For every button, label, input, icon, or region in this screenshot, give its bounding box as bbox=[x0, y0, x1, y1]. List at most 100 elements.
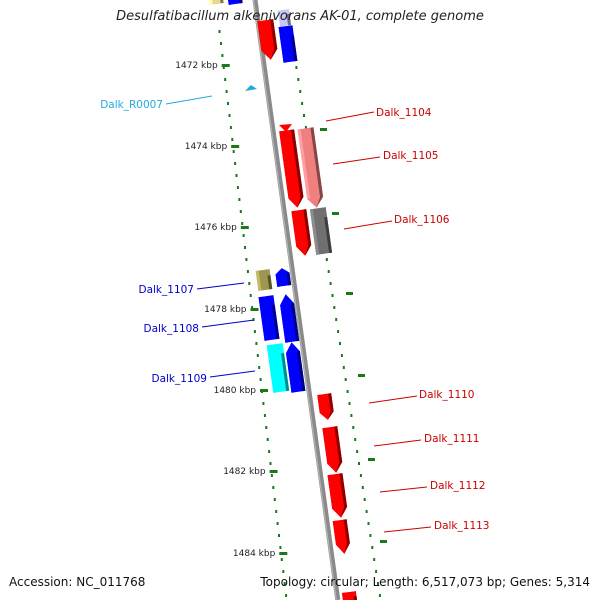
guide-dot bbox=[245, 258, 248, 261]
trna-arrow bbox=[245, 85, 257, 91]
guide-dot bbox=[236, 186, 239, 189]
gene-Dalk_1108b bbox=[280, 294, 300, 343]
gene-label-Dalk_1104: Dalk_1104 bbox=[376, 107, 432, 119]
guide-dot bbox=[354, 438, 357, 441]
genome-backbone-highlight bbox=[252, 0, 337, 601]
gene-top-yellow bbox=[208, 0, 224, 5]
gene-label-leader bbox=[332, 156, 381, 165]
scale-tick-mark bbox=[240, 226, 249, 229]
guide-dot bbox=[356, 450, 359, 453]
guide-dot bbox=[252, 318, 255, 321]
scale-tick-mark bbox=[260, 389, 268, 392]
guide-dot bbox=[304, 126, 307, 129]
guide-dot bbox=[348, 402, 351, 405]
guide-dot bbox=[265, 426, 268, 429]
scale-tick-mark bbox=[250, 308, 259, 311]
gene-Dalk_1107 bbox=[255, 269, 273, 291]
guide-dot bbox=[346, 390, 349, 393]
guide-dot bbox=[259, 378, 262, 381]
guide-dot bbox=[333, 306, 336, 309]
guide-dot bbox=[251, 306, 254, 309]
gene-label-leader bbox=[209, 370, 256, 378]
gene-Dalk_1104 bbox=[279, 129, 304, 208]
guide-dot bbox=[268, 450, 271, 453]
scale-tick-mark bbox=[231, 145, 240, 148]
gene-marker-1104 bbox=[279, 124, 292, 132]
guide-dot bbox=[283, 582, 286, 585]
gene-label-Dalk_1108: Dalk_1108 bbox=[144, 323, 200, 335]
guide-dot bbox=[249, 294, 252, 297]
guide-dot bbox=[299, 90, 302, 93]
guide-dot bbox=[269, 462, 272, 465]
gene-label-Dalk_1111: Dalk_1111 bbox=[424, 433, 480, 445]
guide-dot bbox=[325, 258, 328, 261]
guide-dot bbox=[369, 534, 372, 537]
gene-label-leader bbox=[196, 282, 245, 290]
track-tick-mark bbox=[346, 292, 353, 295]
guide-dot bbox=[255, 342, 258, 345]
guide-dot bbox=[361, 486, 364, 489]
guide-dot bbox=[358, 462, 360, 465]
guide-dot bbox=[241, 222, 244, 225]
scale-tick-label: 1480 kbp bbox=[214, 386, 257, 396]
guide-dot bbox=[266, 438, 269, 441]
map-title: Desulfatibacillum alkenivorans AK-01, co… bbox=[116, 9, 484, 24]
scale-tick-label: 1482 kbp bbox=[223, 467, 266, 477]
track-tick-mark bbox=[320, 128, 327, 131]
gene-label-leader bbox=[325, 111, 375, 122]
gene-Dalk_1113 bbox=[332, 519, 350, 554]
gene-label-Dalk_1106: Dalk_1106 bbox=[394, 214, 450, 226]
guide-dot bbox=[256, 354, 259, 357]
guide-dot bbox=[244, 246, 246, 249]
guide-dot bbox=[235, 174, 238, 177]
guide-dot bbox=[225, 90, 228, 93]
guide-dot bbox=[350, 414, 353, 417]
guide-dot bbox=[337, 330, 340, 333]
accession-text: Accession: NC_011768 bbox=[9, 575, 146, 589]
gene-label-leader bbox=[368, 395, 418, 404]
gene-Dalk_1107b bbox=[275, 268, 292, 287]
scale-tick-mark bbox=[221, 64, 230, 67]
gene-Dalk_1106 bbox=[309, 207, 333, 255]
gene-label-leader bbox=[343, 220, 393, 230]
track-tick-mark bbox=[332, 212, 339, 215]
guide-dot bbox=[263, 414, 266, 417]
guide-dot bbox=[335, 318, 338, 321]
gene-label-leader bbox=[165, 95, 213, 105]
guide-dot bbox=[331, 294, 334, 297]
guide-dot bbox=[344, 378, 347, 381]
guide-dot bbox=[246, 270, 249, 273]
guide-dot bbox=[327, 270, 330, 273]
gene-top-lavender bbox=[274, 9, 292, 27]
gene-label-Dalk_1109: Dalk_1109 bbox=[152, 373, 208, 385]
gene-label-leader bbox=[373, 439, 422, 447]
guide-dot bbox=[238, 198, 241, 201]
gene-label-Dalk_R0007: Dalk_R0007 bbox=[100, 99, 163, 111]
guide-dot bbox=[279, 546, 282, 549]
track-tick-mark bbox=[368, 458, 375, 461]
guide-dot bbox=[378, 594, 381, 597]
scale-tick-mark bbox=[279, 552, 288, 555]
guide-dot bbox=[280, 558, 283, 561]
gene-label-Dalk_1107: Dalk_1107 bbox=[139, 284, 195, 296]
guide-dot bbox=[303, 114, 305, 117]
gene-Dalk_1108 bbox=[258, 295, 280, 341]
guide-dot bbox=[253, 330, 256, 333]
scale-ticks: 1472 kbp 1474 kbp 1476 kbp 1478 kbp 1480 kbp… bbox=[175, 61, 288, 559]
guide-dot bbox=[228, 114, 231, 117]
guide-dot bbox=[363, 498, 366, 501]
guide-dot bbox=[258, 366, 261, 369]
genome-backbone bbox=[252, 0, 341, 601]
guide-dot bbox=[229, 126, 232, 129]
topology-text: Topology: circular; Length: 6,517,073 bp… bbox=[260, 575, 590, 589]
gene-Dalk_1112 bbox=[327, 473, 348, 518]
gene-Dalk_1111 bbox=[322, 426, 343, 473]
guide-dot bbox=[275, 510, 278, 513]
gene-Dalk_1109b bbox=[286, 342, 306, 393]
guide-dot bbox=[301, 102, 304, 105]
gene-Dalk_1110 bbox=[317, 393, 334, 420]
gene-top-red bbox=[257, 19, 278, 60]
guide-dot bbox=[220, 42, 222, 45]
scale-tick-label: 1484 kbp bbox=[233, 549, 276, 559]
